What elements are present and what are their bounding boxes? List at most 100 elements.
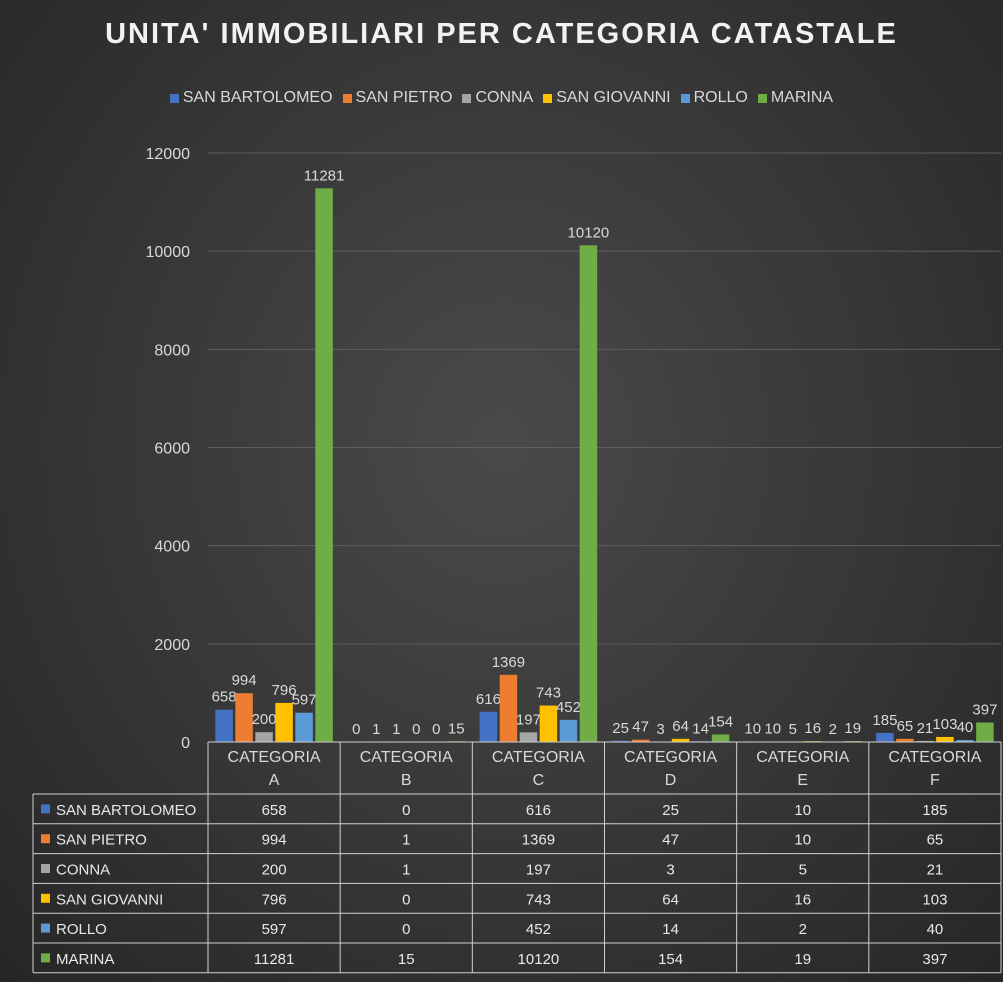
bar [671, 738, 690, 742]
table-cell: 185 [922, 802, 947, 819]
legend-item: CONNA [462, 89, 533, 107]
table-cell: 25 [662, 802, 679, 819]
legend-swatch [462, 93, 472, 103]
table-cell: 10120 [518, 951, 560, 968]
data-label: 597 [292, 692, 317, 709]
table-cell: 40 [927, 921, 944, 938]
table-legend-key [41, 834, 50, 844]
table-cell: 16 [794, 891, 811, 908]
table-cell: 796 [262, 891, 287, 908]
table-legend-key [41, 953, 50, 963]
table-cell: 10 [794, 832, 811, 849]
bar [315, 188, 333, 743]
data-label: 1 [372, 721, 380, 738]
data-label: 616 [476, 691, 501, 708]
legend-item: SAN BARTOLOMEO [169, 89, 333, 107]
legend-item: ROLLO [680, 89, 748, 107]
table-legend-key [41, 923, 50, 933]
y-tick-label: 10000 [146, 244, 191, 261]
y-tick-label: 2000 [154, 637, 190, 654]
bar [539, 705, 558, 742]
legend-item: SAN PIETRO [342, 89, 453, 107]
table-cell: 0 [402, 921, 410, 938]
table-cell: 1 [402, 832, 410, 849]
table-cell: 10 [794, 802, 811, 819]
data-label: 994 [232, 672, 257, 689]
table-cell: 0 [402, 802, 410, 819]
table-row-label: MARINA [56, 951, 114, 968]
data-label: 19 [844, 720, 861, 737]
bar [611, 740, 630, 742]
data-label: 154 [708, 713, 733, 730]
chart-title: UNITA' IMMOBILIARI PER CATEGORIA CATASTA… [105, 18, 898, 50]
data-label: 16 [804, 720, 821, 737]
table-row-label: CONNA [56, 862, 110, 879]
table-cell: 616 [526, 802, 551, 819]
legend-label: MARINA [770, 89, 834, 106]
data-label: 25 [612, 720, 629, 737]
data-label: 47 [632, 719, 649, 736]
category-label: E [797, 772, 808, 789]
category-label: B [401, 772, 412, 789]
legend-swatch [342, 93, 352, 103]
bar [631, 739, 650, 742]
table-cell: 743 [526, 891, 551, 908]
table-row-label: SAN GIOVANNI [56, 891, 163, 908]
table-cell: 65 [927, 832, 944, 849]
data-label: 0 [352, 721, 360, 738]
category-label: C [533, 772, 545, 789]
table-cell: 47 [662, 832, 679, 849]
data-label: 743 [536, 685, 561, 702]
table-row-label: ROLLO [56, 921, 107, 938]
table-cell: 1369 [522, 832, 555, 849]
bar [579, 245, 598, 742]
data-label: 397 [972, 702, 997, 719]
data-label: 10120 [568, 224, 610, 241]
table-cell: 0 [402, 891, 410, 908]
data-label: 3 [656, 721, 664, 738]
bar [215, 709, 233, 742]
bar [956, 740, 974, 742]
y-tick-label: 6000 [154, 441, 190, 458]
legend-label: SAN PIETRO [355, 89, 453, 106]
category-label: CATEGORIA [624, 749, 717, 766]
table-cell: 19 [794, 951, 811, 968]
data-label: 2 [829, 721, 837, 738]
table-legend-key [41, 893, 50, 903]
bar [876, 732, 894, 742]
legend-swatch [169, 93, 179, 103]
data-label: 10 [764, 721, 781, 738]
bar [295, 712, 313, 742]
legend-label: CONNA [475, 89, 534, 106]
table-cell: 21 [927, 862, 944, 879]
legend-label: ROLLO [693, 89, 748, 106]
table-legend-key [41, 804, 50, 814]
y-tick-label: 0 [181, 735, 190, 752]
bar [275, 702, 293, 742]
data-label: 185 [872, 712, 897, 729]
table-cell: 5 [799, 862, 807, 879]
table-row-label: SAN PIETRO [56, 832, 147, 849]
category-label: CATEGORIA [228, 749, 321, 766]
table-cell: 994 [262, 832, 287, 849]
table-legend-key [41, 864, 50, 873]
data-label: 796 [272, 682, 297, 699]
bar [519, 732, 538, 742]
bar [711, 734, 730, 742]
data-label: 5 [789, 721, 797, 738]
table-cell: 397 [922, 951, 947, 968]
data-label: 14 [692, 720, 709, 737]
legend-item: SAN GIOVANNI [543, 89, 671, 107]
table-row-label: SAN BARTOLOMEO [56, 802, 196, 819]
data-label: 65 [897, 718, 914, 735]
bar [916, 740, 934, 742]
legend-swatch [757, 93, 767, 103]
data-label: 103 [932, 716, 957, 733]
category-label: A [269, 772, 280, 789]
y-tick-label: 8000 [154, 342, 190, 359]
bar [235, 693, 253, 742]
category-label: CATEGORIA [492, 749, 585, 766]
table-cell: 14 [662, 921, 679, 938]
